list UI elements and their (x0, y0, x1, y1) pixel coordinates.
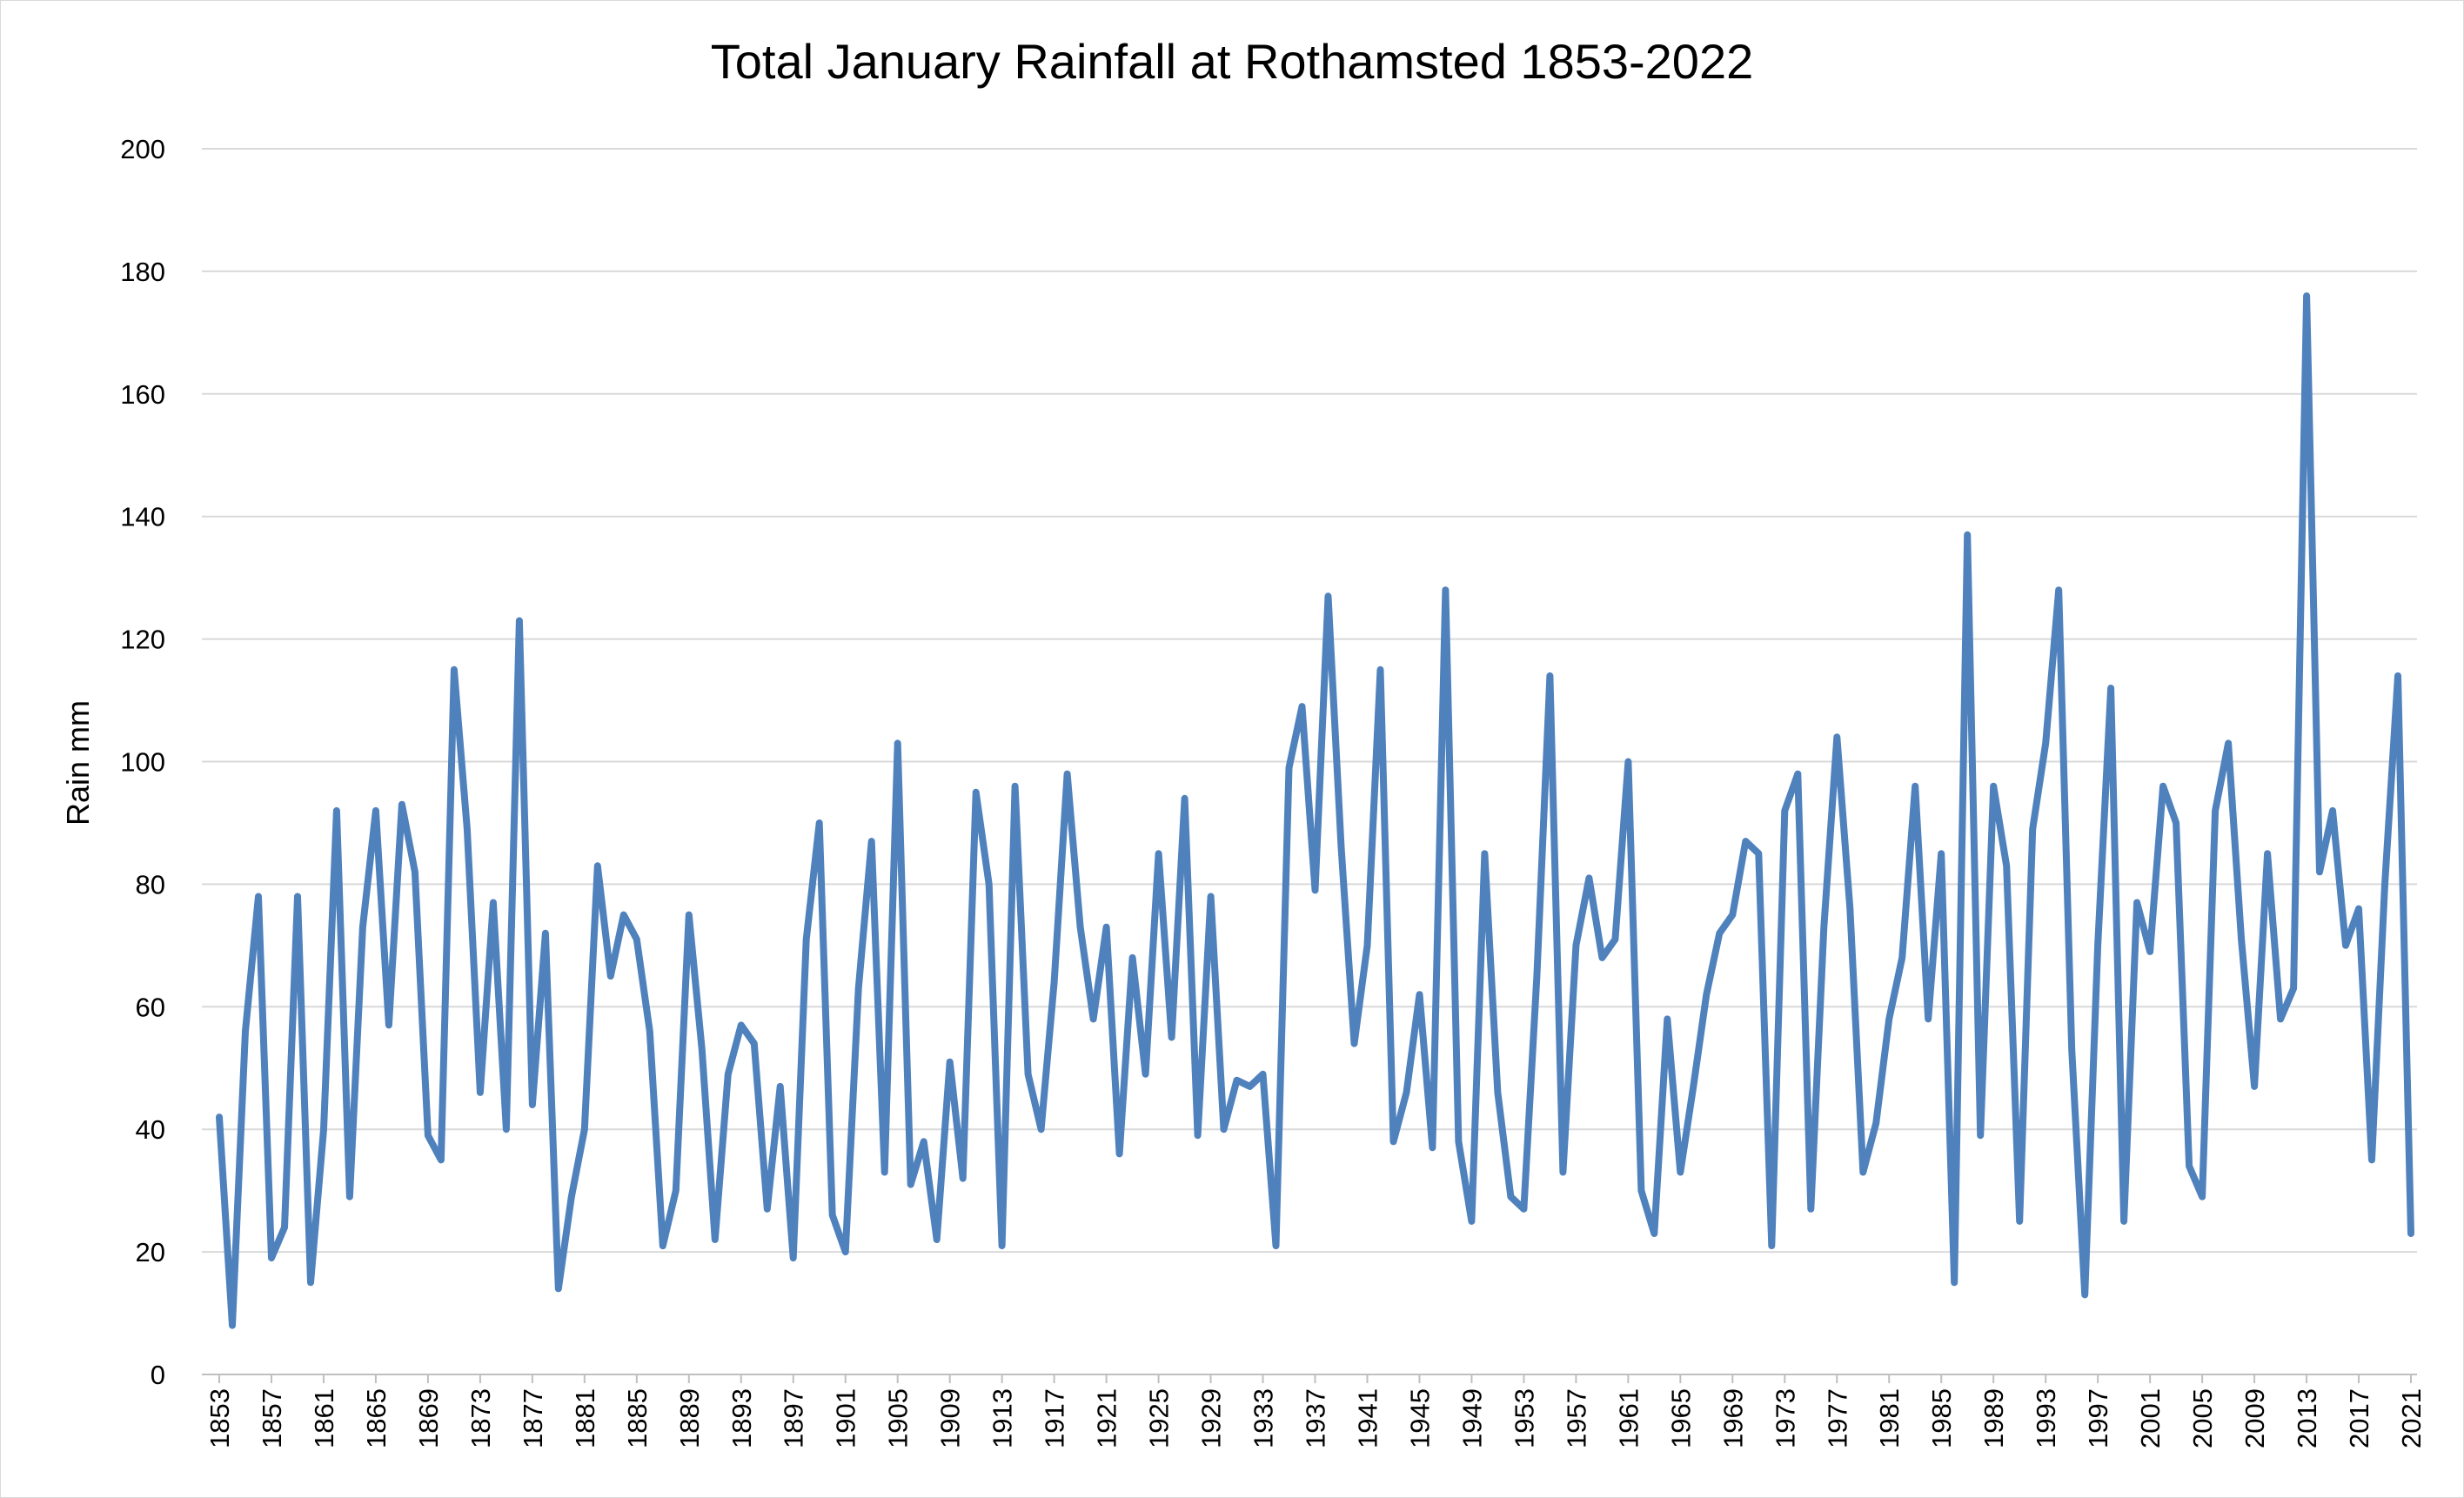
x-tick-label: 1937 (1301, 1388, 1331, 1448)
x-tick-labels: 1853 1857 1861 1865 1869 1873 1877 1881 1885 1889… (204, 1374, 2427, 1448)
x-tick-label: 2013 (2292, 1388, 2322, 1448)
y-tick-label: 140 (120, 502, 165, 532)
x-tick-label: 1981 (1874, 1388, 1905, 1448)
x-tick-label: 1861 (309, 1388, 339, 1448)
x-tick-label: 1917 (1040, 1388, 1070, 1448)
x-tick-label: 1961 (1613, 1388, 1644, 1448)
x-tick-label: 1877 (518, 1388, 548, 1448)
x-tick-label: 1965 (1665, 1388, 1696, 1448)
x-tick-label: 1993 (2031, 1388, 2061, 1448)
y-tick-label: 40 (136, 1114, 165, 1145)
x-tick-label: 1913 (988, 1388, 1018, 1448)
x-tick-label: 1949 (1456, 1388, 1487, 1448)
x-tick-label: 2021 (2396, 1388, 2427, 1448)
y-tick-label: 160 (120, 379, 165, 410)
series-line (216, 292, 2414, 1329)
y-tick-label: 200 (120, 134, 165, 164)
x-tick-label: 2005 (2187, 1388, 2218, 1448)
x-tick-label: 1985 (1926, 1388, 1957, 1448)
x-tick-label: 2009 (2240, 1388, 2270, 1448)
y-tick-label: 180 (120, 257, 165, 287)
x-tick-label: 1969 (1717, 1388, 1748, 1448)
x-tick-label: 1901 (831, 1388, 861, 1448)
x-tick-label: 1973 (1770, 1388, 1800, 1448)
x-tick-label: 2017 (2344, 1388, 2374, 1448)
x-tick-label: 1925 (1144, 1388, 1175, 1448)
x-tick-label: 1889 (674, 1388, 705, 1448)
x-tick-label: 1933 (1249, 1388, 1279, 1448)
x-tick-label: 1997 (2083, 1388, 2113, 1448)
x-tick-label: 1977 (1822, 1388, 1852, 1448)
x-tick-label: 1881 (570, 1388, 600, 1448)
x-tick-label: 2001 (2135, 1388, 2166, 1448)
x-tick-label: 1953 (1509, 1388, 1539, 1448)
x-tick-label: 1905 (883, 1388, 914, 1448)
y-tick-label: 120 (120, 625, 165, 655)
y-tick-label: 100 (120, 747, 165, 778)
x-tick-label: 1921 (1092, 1388, 1122, 1448)
x-tick-label: 1893 (726, 1388, 757, 1448)
x-tick-label: 1897 (779, 1388, 809, 1448)
y-tick-label: 0 (151, 1360, 165, 1390)
series-group (216, 292, 2414, 1329)
y-tick-label: 80 (136, 869, 165, 899)
x-tick-label: 1929 (1196, 1388, 1227, 1448)
y-tick-labels: 0 20 40 60 80 100 120 140 160 180 200 (120, 134, 165, 1390)
x-tick-label: 1865 (361, 1388, 392, 1448)
chart-title: Total January Rainfall at Rothamsted 185… (710, 34, 1754, 89)
y-tick-label: 60 (136, 992, 165, 1022)
x-tick-label: 1989 (1979, 1388, 2009, 1448)
x-tick-label: 1873 (465, 1388, 496, 1448)
x-tick-label: 1945 (1404, 1388, 1435, 1448)
x-tick-label: 1957 (1561, 1388, 1591, 1448)
x-tick-label: 1869 (413, 1388, 444, 1448)
x-tick-label: 1857 (257, 1388, 287, 1448)
y-tick-label: 20 (136, 1237, 165, 1267)
x-tick-label: 1853 (204, 1388, 235, 1448)
x-tick-label: 1941 (1352, 1388, 1383, 1448)
x-tick-label: 1909 (935, 1388, 966, 1448)
x-tick-label: 1885 (622, 1388, 653, 1448)
